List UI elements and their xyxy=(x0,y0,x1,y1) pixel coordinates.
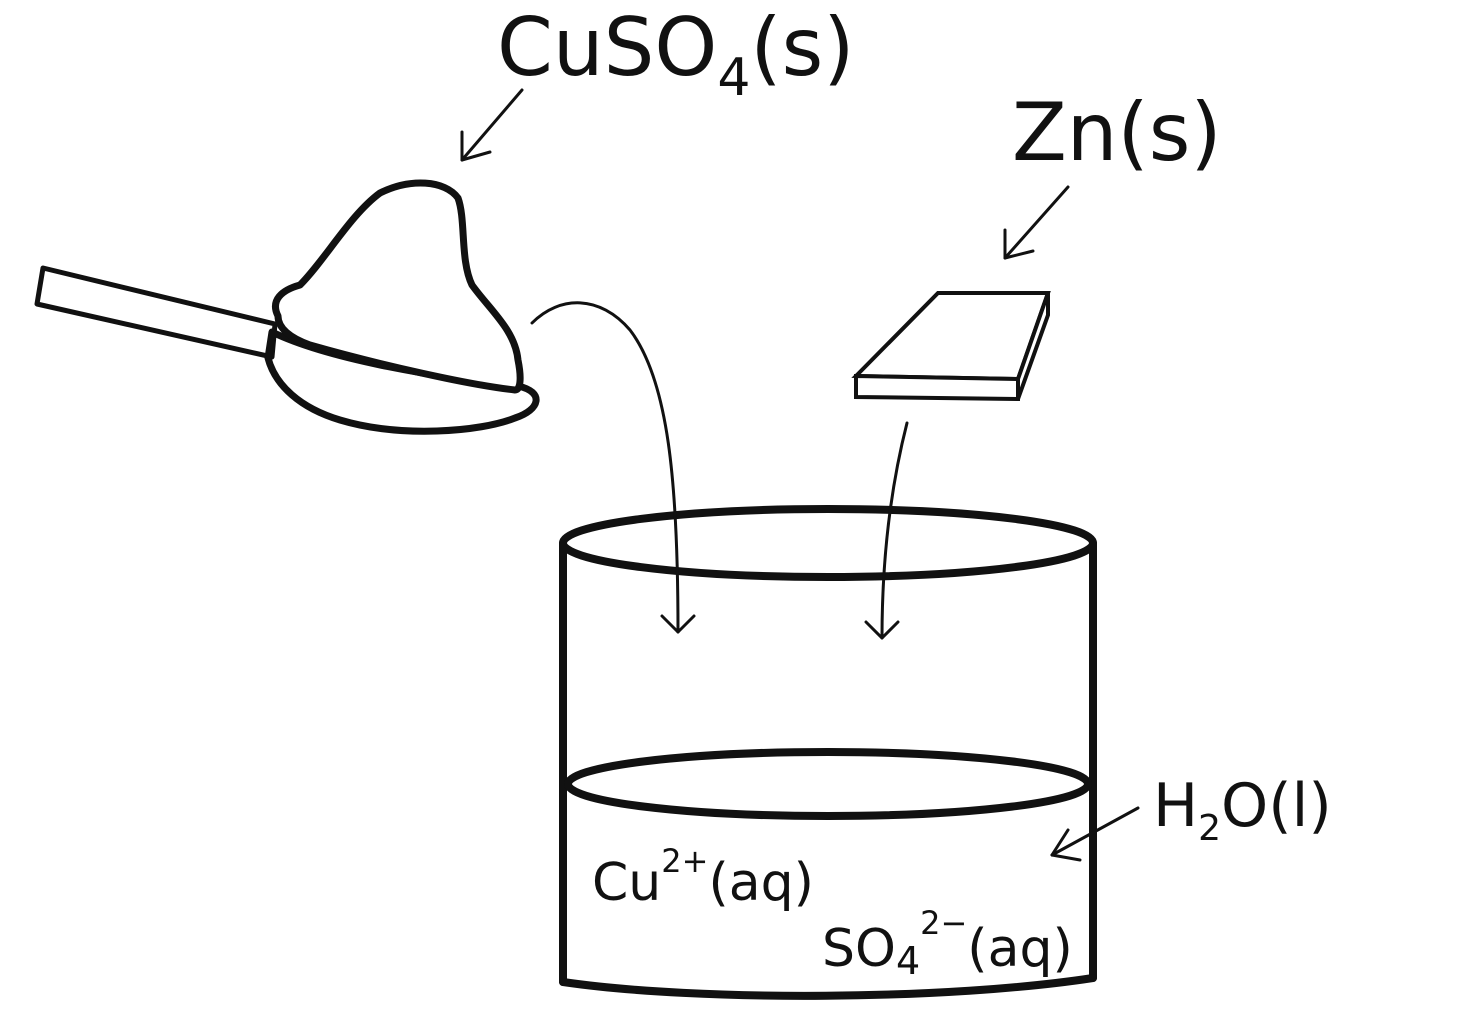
zinc-strip-icon xyxy=(851,291,1051,402)
zn-drop-arrow xyxy=(880,421,909,640)
cuso4-drop-arrowhead xyxy=(660,614,696,634)
cuso4-drop-arrow xyxy=(530,301,680,634)
powder-pile-icon xyxy=(272,179,524,394)
cuso4-label-arrowhead xyxy=(460,130,492,162)
zn-label-arrowhead xyxy=(1003,228,1035,260)
beaker-icon xyxy=(559,505,1097,1000)
cuso4-label-arrow xyxy=(460,88,524,162)
zn-drop-arrowhead xyxy=(864,620,900,640)
cuso4-label: CuSO4(s) xyxy=(497,1,855,108)
cu-ion-label: Cu2+(aq) xyxy=(592,842,814,913)
motion-arrows xyxy=(530,301,909,640)
zn-label: Zn(s) xyxy=(1012,86,1222,179)
water-label-arrowhead xyxy=(1050,828,1082,862)
label-arrows xyxy=(460,88,1140,862)
zn-label-arrow xyxy=(1003,185,1070,260)
water-label: H2O(l) xyxy=(1153,771,1332,849)
water-label-arrow xyxy=(1050,806,1140,857)
so4-ion-label: SO42−(aq) xyxy=(822,904,1073,983)
